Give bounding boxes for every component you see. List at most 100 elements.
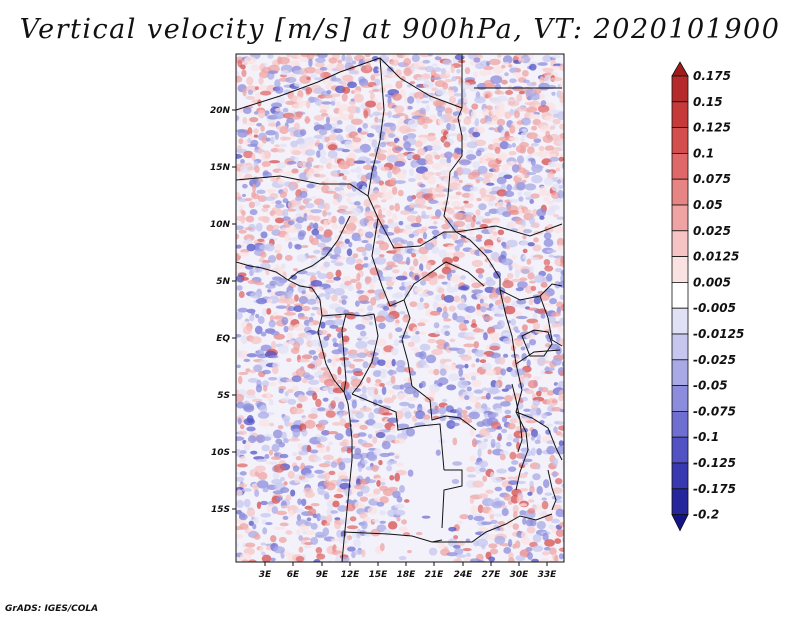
field-blob	[468, 411, 480, 420]
field-blob	[325, 482, 336, 491]
field-blob	[542, 532, 549, 541]
field-blob	[484, 211, 491, 217]
field-blob	[514, 269, 520, 279]
field-blob	[306, 183, 315, 189]
field-blob	[327, 144, 338, 151]
field-blob	[404, 411, 412, 419]
field-blob	[533, 237, 539, 243]
field-blob	[353, 201, 361, 206]
field-blob	[236, 274, 245, 283]
field-blob	[242, 87, 247, 97]
field-blob	[446, 157, 452, 164]
field-blob	[294, 244, 302, 250]
field-blob	[496, 468, 507, 474]
field-blob	[562, 461, 564, 468]
field-blob	[319, 329, 328, 335]
field-blob	[257, 471, 268, 481]
field-blob	[282, 198, 289, 204]
field-blob	[514, 329, 521, 334]
field-blob	[469, 427, 475, 437]
field-blob	[438, 249, 448, 259]
field-blob	[532, 545, 544, 552]
field-blob	[519, 304, 527, 309]
field-blob	[443, 358, 452, 362]
field-blob	[410, 223, 422, 228]
field-blob	[306, 141, 314, 150]
field-blob	[544, 492, 553, 496]
field-blob	[484, 94, 489, 99]
field-blob	[371, 464, 379, 472]
field-blob	[346, 248, 353, 257]
field-blob	[353, 160, 366, 164]
field-blob	[247, 559, 258, 562]
field-blob	[284, 254, 293, 261]
field-blob	[481, 544, 486, 550]
field-blob	[420, 100, 430, 104]
footer-credit: GrADS: IGES/COLA	[5, 604, 99, 614]
field-blob	[553, 163, 564, 169]
colorbar-swatch	[671, 230, 689, 258]
field-blob	[390, 375, 396, 384]
field-blob	[536, 433, 541, 442]
field-blob	[299, 101, 309, 106]
field-blob	[455, 364, 465, 369]
field-blob	[372, 88, 381, 92]
field-blob	[395, 359, 406, 368]
colorbar-swatch	[671, 333, 689, 361]
field-blob	[356, 272, 361, 282]
field-blob	[412, 258, 419, 267]
field-blob	[515, 68, 522, 73]
field-blob	[453, 295, 461, 303]
field-blob	[520, 346, 526, 351]
field-blob	[553, 426, 558, 434]
field-blob	[319, 515, 327, 521]
field-blob	[243, 405, 255, 413]
field-blob	[497, 229, 505, 236]
field-blob	[236, 543, 239, 548]
field-blob	[392, 460, 398, 465]
field-blob	[241, 559, 249, 562]
field-blob	[363, 109, 369, 119]
field-blob	[307, 363, 316, 369]
field-blob	[471, 103, 479, 110]
field-blob	[275, 200, 282, 205]
field-blob	[496, 425, 503, 430]
lake-malawi	[547, 469, 557, 511]
field-blob	[323, 261, 331, 268]
field-blob	[528, 298, 534, 306]
border-angola-zambia	[441, 469, 463, 529]
field-blob	[374, 338, 387, 347]
field-blob	[272, 490, 284, 495]
border-drc-car	[401, 299, 413, 387]
field-blob	[341, 556, 350, 562]
field-blob	[298, 395, 308, 402]
field-blob	[350, 90, 356, 95]
field-blob	[446, 122, 452, 131]
field-blob	[322, 454, 334, 461]
field-blob	[478, 527, 489, 532]
colorbar-swatch	[671, 256, 689, 283]
field-blob	[506, 272, 514, 280]
field-blob	[335, 327, 347, 333]
field-blob	[304, 521, 312, 527]
field-blob	[304, 203, 315, 209]
field-blob	[301, 478, 309, 483]
field-blob	[415, 330, 420, 335]
field-blob	[243, 358, 251, 362]
field-blob	[490, 519, 498, 524]
field-blob	[359, 230, 368, 235]
field-blob	[288, 509, 295, 518]
field-blob	[284, 312, 297, 316]
field-blob	[269, 399, 274, 406]
field-blob	[492, 165, 500, 173]
field-blob	[325, 116, 331, 125]
field-blob	[338, 215, 345, 225]
field-blob	[561, 513, 564, 518]
field-blob	[465, 466, 476, 473]
field-blob	[508, 480, 519, 485]
field-blob	[444, 107, 453, 115]
field-blob	[494, 535, 506, 545]
field-blob	[279, 143, 287, 148]
field-blob	[522, 517, 527, 525]
field-blob	[359, 424, 368, 430]
